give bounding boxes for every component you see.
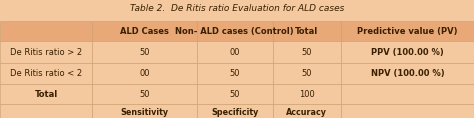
Text: 00: 00 (139, 69, 150, 78)
Text: Total: Total (35, 90, 58, 99)
Bar (92, 104, 197, 118)
Bar (92, 84, 197, 104)
Text: Table 2.  De Ritis ratio Evaluation for ALD cases: Table 2. De Ritis ratio Evaluation for A… (130, 4, 344, 13)
Text: Sensitivity
(100.00 %): Sensitivity (100.00 %) (120, 108, 169, 118)
Bar (341, 63, 474, 84)
Bar (0, 21, 92, 41)
Text: 50: 50 (229, 90, 240, 99)
Bar (0, 63, 92, 84)
Bar (341, 21, 474, 41)
Text: Total: Total (295, 27, 319, 36)
Bar (197, 84, 273, 104)
Bar (197, 21, 273, 41)
Bar (341, 104, 474, 118)
Bar (273, 84, 341, 104)
Text: Predictive value (PV): Predictive value (PV) (357, 27, 458, 36)
Text: 50: 50 (139, 48, 150, 57)
Text: NPV (100.00 %): NPV (100.00 %) (371, 69, 445, 78)
Text: 50: 50 (301, 48, 312, 57)
Bar (0, 41, 92, 63)
Text: 50: 50 (139, 90, 150, 99)
Bar (197, 104, 273, 118)
Bar (197, 41, 273, 63)
Bar (341, 41, 474, 63)
Text: 00: 00 (229, 48, 240, 57)
Bar (92, 63, 197, 84)
Bar (341, 84, 474, 104)
Text: Specificity
(100.00 %): Specificity (100.00 %) (210, 108, 259, 118)
Text: Accuracy
(100.00 %): Accuracy (100.00 %) (283, 108, 331, 118)
Text: De Ritis ratio > 2: De Ritis ratio > 2 (10, 48, 82, 57)
Text: ALD Cases: ALD Cases (120, 27, 169, 36)
Text: 50: 50 (229, 69, 240, 78)
Text: De Ritis ratio < 2: De Ritis ratio < 2 (10, 69, 82, 78)
Bar (273, 104, 341, 118)
Bar (0, 104, 92, 118)
Bar (92, 21, 197, 41)
Text: 50: 50 (301, 69, 312, 78)
Bar (273, 41, 341, 63)
Bar (92, 41, 197, 63)
Bar (273, 63, 341, 84)
Bar (0, 84, 92, 104)
Text: Non- ALD cases (Control): Non- ALD cases (Control) (175, 27, 294, 36)
Bar (273, 21, 341, 41)
Text: 100: 100 (299, 90, 315, 99)
Bar (197, 63, 273, 84)
Text: PPV (100.00 %): PPV (100.00 %) (371, 48, 444, 57)
